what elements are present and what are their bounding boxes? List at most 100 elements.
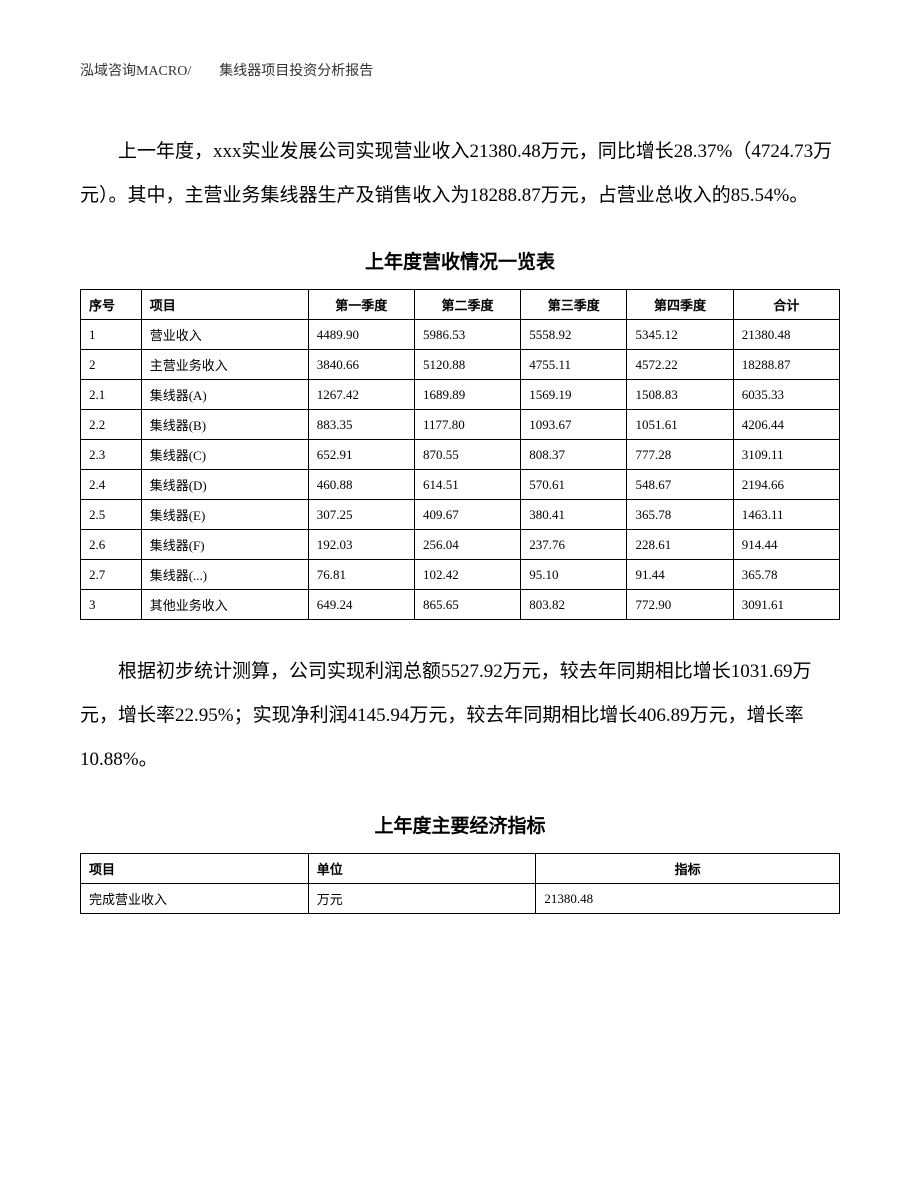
table-cell: 380.41	[521, 500, 627, 530]
table-cell: 1267.42	[308, 380, 414, 410]
table-cell: 5345.12	[627, 320, 733, 350]
table-cell: 76.81	[308, 560, 414, 590]
table-cell: 完成营业收入	[81, 884, 309, 914]
revenue-table: 序号 项目 第一季度 第二季度 第三季度 第四季度 合计 1营业收入4489.9…	[80, 289, 840, 620]
table-cell: 集线器(...)	[141, 560, 308, 590]
page-header: 泓域咨询MACRO/ 集线器项目投资分析报告	[80, 60, 840, 80]
table2-header-cell: 项目	[81, 854, 309, 884]
table-cell: 2.3	[81, 440, 142, 470]
table-cell: 集线器(C)	[141, 440, 308, 470]
table-cell: 2.2	[81, 410, 142, 440]
table-row: 3其他业务收入649.24865.65803.82772.903091.61	[81, 590, 840, 620]
table1-header-row: 序号 项目 第一季度 第二季度 第三季度 第四季度 合计	[81, 290, 840, 320]
table-cell: 91.44	[627, 560, 733, 590]
table-cell: 570.61	[521, 470, 627, 500]
table1-header-cell: 第一季度	[308, 290, 414, 320]
table1-title: 上年度营收情况一览表	[80, 247, 840, 274]
table-cell: 460.88	[308, 470, 414, 500]
table-cell: 548.67	[627, 470, 733, 500]
table-cell: 192.03	[308, 530, 414, 560]
table-cell: 2.5	[81, 500, 142, 530]
table1-header-cell: 合计	[733, 290, 839, 320]
table-cell: 1093.67	[521, 410, 627, 440]
table-cell: 914.44	[733, 530, 839, 560]
table-cell: 649.24	[308, 590, 414, 620]
table-cell: 5986.53	[414, 320, 520, 350]
table2-title: 上年度主要经济指标	[80, 811, 840, 838]
table-cell: 1508.83	[627, 380, 733, 410]
table-cell: 95.10	[521, 560, 627, 590]
table-cell: 18288.87	[733, 350, 839, 380]
table-cell: 307.25	[308, 500, 414, 530]
table-cell: 409.67	[414, 500, 520, 530]
table-cell: 21380.48	[536, 884, 840, 914]
table-cell: 883.35	[308, 410, 414, 440]
table1-header-cell: 第四季度	[627, 290, 733, 320]
table-cell: 2	[81, 350, 142, 380]
table-row: 2.1集线器(A)1267.421689.891569.191508.83603…	[81, 380, 840, 410]
paragraph-2: 根据初步统计测算，公司实现利润总额5527.92万元，较去年同期相比增长1031…	[80, 650, 840, 781]
table-cell: 2.7	[81, 560, 142, 590]
table-cell: 614.51	[414, 470, 520, 500]
table-cell: 3091.61	[733, 590, 839, 620]
table-cell: 集线器(F)	[141, 530, 308, 560]
table-cell: 870.55	[414, 440, 520, 470]
table-cell: 1689.89	[414, 380, 520, 410]
table-row: 2.6集线器(F)192.03256.04237.76228.61914.44	[81, 530, 840, 560]
table-cell: 1463.11	[733, 500, 839, 530]
table-cell: 256.04	[414, 530, 520, 560]
table-cell: 集线器(E)	[141, 500, 308, 530]
table-cell: 777.28	[627, 440, 733, 470]
table-row: 2.4集线器(D)460.88614.51570.61548.672194.66	[81, 470, 840, 500]
table2-header-row: 项目 单位 指标	[81, 854, 840, 884]
table-cell: 21380.48	[733, 320, 839, 350]
table-cell: 1177.80	[414, 410, 520, 440]
table-cell: 2194.66	[733, 470, 839, 500]
table-cell: 102.42	[414, 560, 520, 590]
table-cell: 集线器(B)	[141, 410, 308, 440]
table-row: 完成营业收入万元21380.48	[81, 884, 840, 914]
table-cell: 集线器(D)	[141, 470, 308, 500]
table-row: 1营业收入4489.905986.535558.925345.1221380.4…	[81, 320, 840, 350]
table-cell: 1051.61	[627, 410, 733, 440]
table-cell: 2.1	[81, 380, 142, 410]
table-cell: 4206.44	[733, 410, 839, 440]
table-cell: 4572.22	[627, 350, 733, 380]
table1-header-cell: 序号	[81, 290, 142, 320]
table-cell: 237.76	[521, 530, 627, 560]
table-cell: 主营业务收入	[141, 350, 308, 380]
table-cell: 652.91	[308, 440, 414, 470]
table1-header-cell: 第二季度	[414, 290, 520, 320]
table-cell: 1569.19	[521, 380, 627, 410]
table-cell: 3109.11	[733, 440, 839, 470]
table1-header-cell: 项目	[141, 290, 308, 320]
table-cell: 365.78	[627, 500, 733, 530]
table-cell: 6035.33	[733, 380, 839, 410]
table-cell: 集线器(A)	[141, 380, 308, 410]
table-cell: 4489.90	[308, 320, 414, 350]
table-cell: 865.65	[414, 590, 520, 620]
table-cell: 1	[81, 320, 142, 350]
table-cell: 803.82	[521, 590, 627, 620]
table2-header-cell: 指标	[536, 854, 840, 884]
table-cell: 2.6	[81, 530, 142, 560]
table1-header-cell: 第三季度	[521, 290, 627, 320]
table-row: 2.7集线器(...)76.81102.4295.1091.44365.78	[81, 560, 840, 590]
table-cell: 营业收入	[141, 320, 308, 350]
indicators-table: 项目 单位 指标 完成营业收入万元21380.48	[80, 853, 840, 914]
table-row: 2.5集线器(E)307.25409.67380.41365.781463.11	[81, 500, 840, 530]
table-cell: 3	[81, 590, 142, 620]
table-cell: 2.4	[81, 470, 142, 500]
table2-header-cell: 单位	[308, 854, 536, 884]
table-cell: 228.61	[627, 530, 733, 560]
table-cell: 5558.92	[521, 320, 627, 350]
table-cell: 772.90	[627, 590, 733, 620]
table-cell: 5120.88	[414, 350, 520, 380]
table-cell: 3840.66	[308, 350, 414, 380]
table-cell: 其他业务收入	[141, 590, 308, 620]
table-cell: 365.78	[733, 560, 839, 590]
table-cell: 万元	[308, 884, 536, 914]
table-cell: 4755.11	[521, 350, 627, 380]
table-cell: 808.37	[521, 440, 627, 470]
table-row: 2.2集线器(B)883.351177.801093.671051.614206…	[81, 410, 840, 440]
